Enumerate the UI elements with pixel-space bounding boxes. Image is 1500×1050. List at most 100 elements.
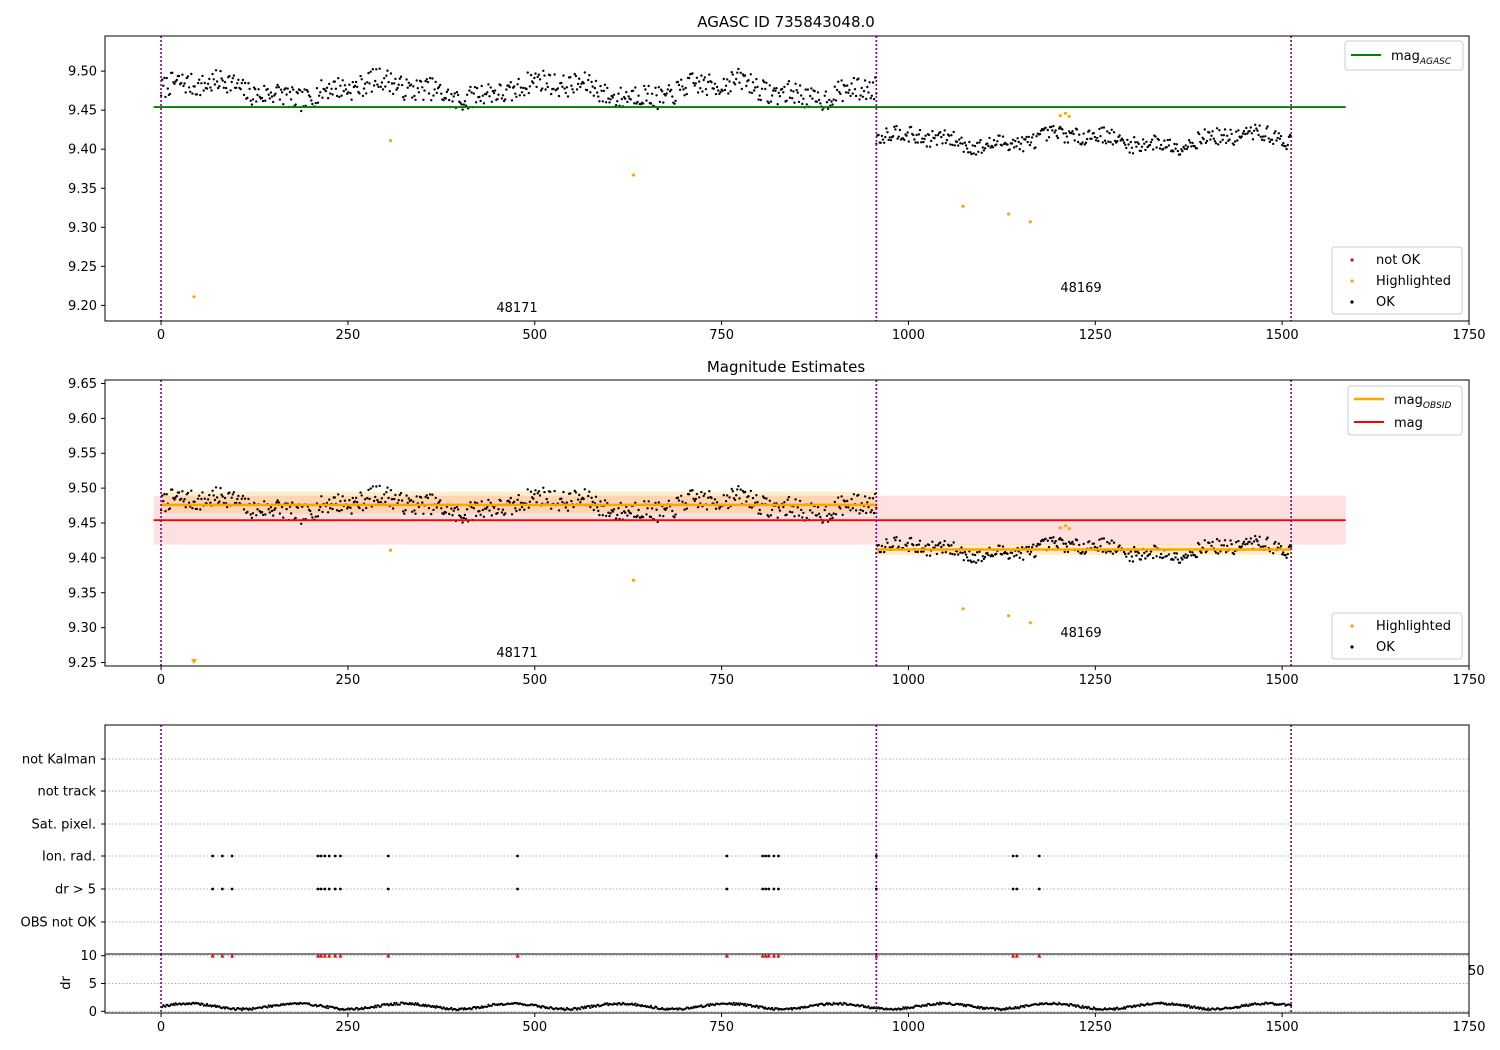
p1-ok-point <box>479 99 482 103</box>
p1-ok-point <box>706 80 710 84</box>
p1-xtick-label: 1000 <box>892 328 925 343</box>
p2-ok-point <box>830 514 833 517</box>
p1-ok-point <box>164 95 167 99</box>
p2-ok-point <box>980 559 983 563</box>
p2-ok-point <box>263 500 266 503</box>
p1-ok-point <box>1277 132 1281 135</box>
p2-ok-point <box>1173 552 1176 555</box>
p1-ok-point <box>280 91 284 94</box>
p1-ok-point <box>573 72 576 76</box>
p2-ok-point <box>1052 536 1055 539</box>
p1-ok-point <box>824 90 828 93</box>
p1-ok-point <box>386 69 389 72</box>
p1-ok-point <box>1211 130 1214 133</box>
p2-ok-point <box>513 500 516 503</box>
p1-ok-point <box>758 94 761 97</box>
p1-ok-point <box>323 88 326 91</box>
p2-ok-point <box>940 545 943 549</box>
p4-dr-point <box>903 1007 906 1010</box>
p3-flag-point <box>1037 887 1041 891</box>
p4-dr-point <box>173 1004 176 1007</box>
p2-ok-point <box>1106 540 1109 544</box>
p1-ok-point <box>645 99 648 102</box>
p2-ok-point <box>1140 554 1144 557</box>
p1-ok-point <box>792 90 795 93</box>
p2-ok-point <box>361 509 365 512</box>
p1-ok-point <box>1183 147 1186 150</box>
p1-ok-point <box>1165 146 1168 149</box>
p2-ok-point <box>367 488 370 492</box>
p2-ok-point <box>310 513 313 516</box>
p4-dr-point <box>374 1004 377 1007</box>
p1-ok-point <box>187 86 191 89</box>
p2-ok-point <box>358 506 361 510</box>
p4-xtick-label: 1500 <box>1266 1020 1299 1035</box>
p1-ok-point <box>202 89 205 92</box>
p4-clipped-marker <box>318 953 323 958</box>
p4-dr-point <box>839 1001 842 1004</box>
p2-ok-point <box>453 506 456 510</box>
p1-ok-point <box>347 91 350 94</box>
p1-ok-point <box>976 141 979 145</box>
p2-ok-point <box>833 500 836 504</box>
p1-ok-point <box>739 71 742 75</box>
p2-ok-point <box>1070 542 1073 545</box>
p1-ok-point <box>1015 145 1018 148</box>
p2-ok-point <box>603 499 607 502</box>
p1-ok-point <box>757 98 760 101</box>
p1-ok-point <box>461 108 464 111</box>
p2-ok-point <box>1017 550 1020 553</box>
p1-ok-point <box>199 93 202 97</box>
p1-ok-point <box>1092 132 1096 135</box>
p2-ok-point <box>422 512 425 515</box>
p1-ok-point <box>529 73 533 77</box>
p2-highlighted-point <box>1063 524 1068 528</box>
p1-ok-point <box>861 95 865 99</box>
p1-ok-point <box>887 138 890 142</box>
p1-ok-point <box>965 147 969 150</box>
p2-ok-point <box>338 509 341 513</box>
p1-ok-point <box>329 92 332 95</box>
p2-ok-point <box>237 494 240 498</box>
p2-ok-point <box>867 506 870 509</box>
p1-ok-point <box>267 93 270 96</box>
p1-ok-point <box>700 74 703 77</box>
p2-ok-point <box>274 507 277 510</box>
p1-ok-point <box>582 82 585 85</box>
p2-ytick-label: 9.25 <box>68 656 97 671</box>
p1-ok-point <box>288 90 292 94</box>
p1-ok-point <box>200 82 203 85</box>
p2-ok-point <box>195 507 199 511</box>
p2-ok-point <box>383 493 386 496</box>
p2-ok-point <box>390 498 394 501</box>
p2-ok-point <box>246 510 249 514</box>
p2-ok-point <box>656 520 659 524</box>
p1-ok-point <box>292 88 295 91</box>
p2-ok-point <box>1226 544 1229 548</box>
p1-ok-point <box>877 133 880 137</box>
p1-ok-point <box>914 141 917 144</box>
p2-ok-point <box>912 544 915 547</box>
p4-dr-point <box>240 1009 243 1012</box>
p1-ok-point <box>609 98 612 101</box>
p2-ok-point <box>710 496 713 500</box>
p1-ok-point <box>917 133 921 136</box>
p2-ok-point <box>1051 539 1054 543</box>
p1-xtick-label: 500 <box>522 328 547 343</box>
p1-ok-point <box>314 101 317 105</box>
p1-ok-point <box>539 89 543 92</box>
p1-ok-point <box>657 86 660 89</box>
p2-ok-point <box>191 507 194 510</box>
p1-ok-point <box>815 100 819 103</box>
p1-ok-point <box>338 95 341 99</box>
p1-ok-point <box>597 95 600 98</box>
p2-ok-point <box>1027 545 1031 549</box>
p2-ytick-label: 9.55 <box>68 447 97 462</box>
p1-ok-point <box>1044 126 1047 129</box>
p2-ok-point <box>1285 556 1288 559</box>
p2-ok-point <box>861 509 865 513</box>
p1-ok-point <box>473 86 477 89</box>
p4-dr-point <box>213 1004 216 1007</box>
p4-dr-point <box>375 1006 378 1009</box>
